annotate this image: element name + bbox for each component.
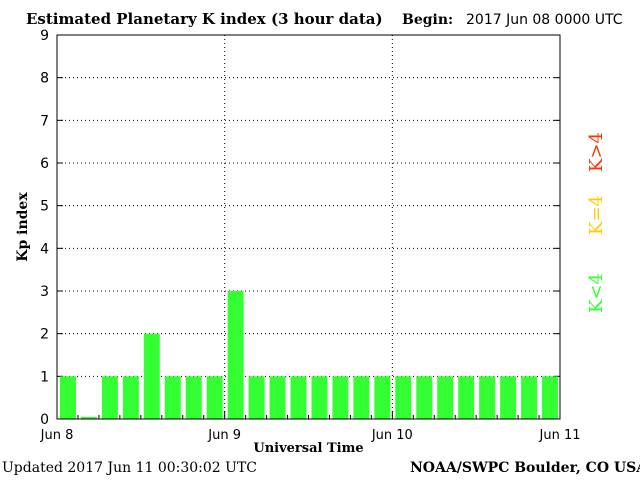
y-tick-label: 3: [40, 284, 49, 300]
y-axis-label: Kp index: [15, 192, 31, 262]
x-tick-label: Jun 11: [539, 428, 581, 443]
kp-bar: [437, 376, 454, 419]
x-tick-label: Jun 10: [371, 428, 413, 443]
kp-bar: [290, 376, 307, 419]
y-tick-label: 9: [40, 28, 49, 44]
y-tick-label: 0: [40, 412, 49, 428]
kp-bar: [206, 376, 223, 419]
kp-bar: [332, 376, 349, 419]
kp-bar: [458, 376, 475, 419]
kp-bar: [185, 376, 202, 419]
y-tick-label: 2: [40, 327, 49, 343]
kp-bar: [542, 376, 558, 419]
kp-bar: [227, 291, 244, 419]
plot-frame: [56, 34, 561, 420]
updated-text: Updated 2017 Jun 11 00:30:02 UTC: [2, 460, 258, 476]
y-tick-label: 7: [40, 113, 49, 129]
y-tick-label: 8: [40, 71, 49, 87]
x-tick-label: Jun 9: [207, 428, 241, 443]
kp-bar: [395, 376, 412, 419]
kp-bar: [479, 376, 496, 419]
source-text: NOAA/SWPC Boulder, CO USA: [410, 460, 640, 476]
chart-title: Estimated Planetary K index (3 hour data…: [26, 10, 383, 28]
kp-bar: [248, 376, 265, 419]
kp-bar: [311, 376, 328, 419]
kp-bar: [521, 376, 538, 419]
kp-bar: [353, 376, 370, 419]
x-axis-label: Universal Time: [253, 441, 363, 456]
legend-low: K<4: [586, 273, 607, 313]
kp-bar: [374, 376, 391, 419]
y-tick-label: 6: [40, 156, 49, 172]
begin-label: Begin:: [402, 12, 454, 28]
y-tick-label: 4: [40, 241, 49, 257]
kp-bar: [164, 376, 181, 419]
y-tick-label: 5: [40, 199, 49, 215]
kp-bar: [101, 376, 118, 419]
kp-bar: [122, 376, 139, 419]
legend-high: K>4: [586, 132, 607, 172]
kp-bar: [269, 376, 286, 419]
kp-bar: [416, 376, 433, 419]
kp-bar: [60, 376, 76, 419]
kp-bar: [500, 376, 517, 419]
begin-value: 2017 Jun 08 0000 UTC: [466, 12, 623, 28]
legend-equal: K=4: [586, 195, 607, 235]
y-tick-label: 1: [40, 369, 49, 385]
kp-bar: [143, 333, 160, 419]
kp-bar: [80, 416, 97, 419]
x-tick-label: Jun 8: [40, 428, 74, 443]
